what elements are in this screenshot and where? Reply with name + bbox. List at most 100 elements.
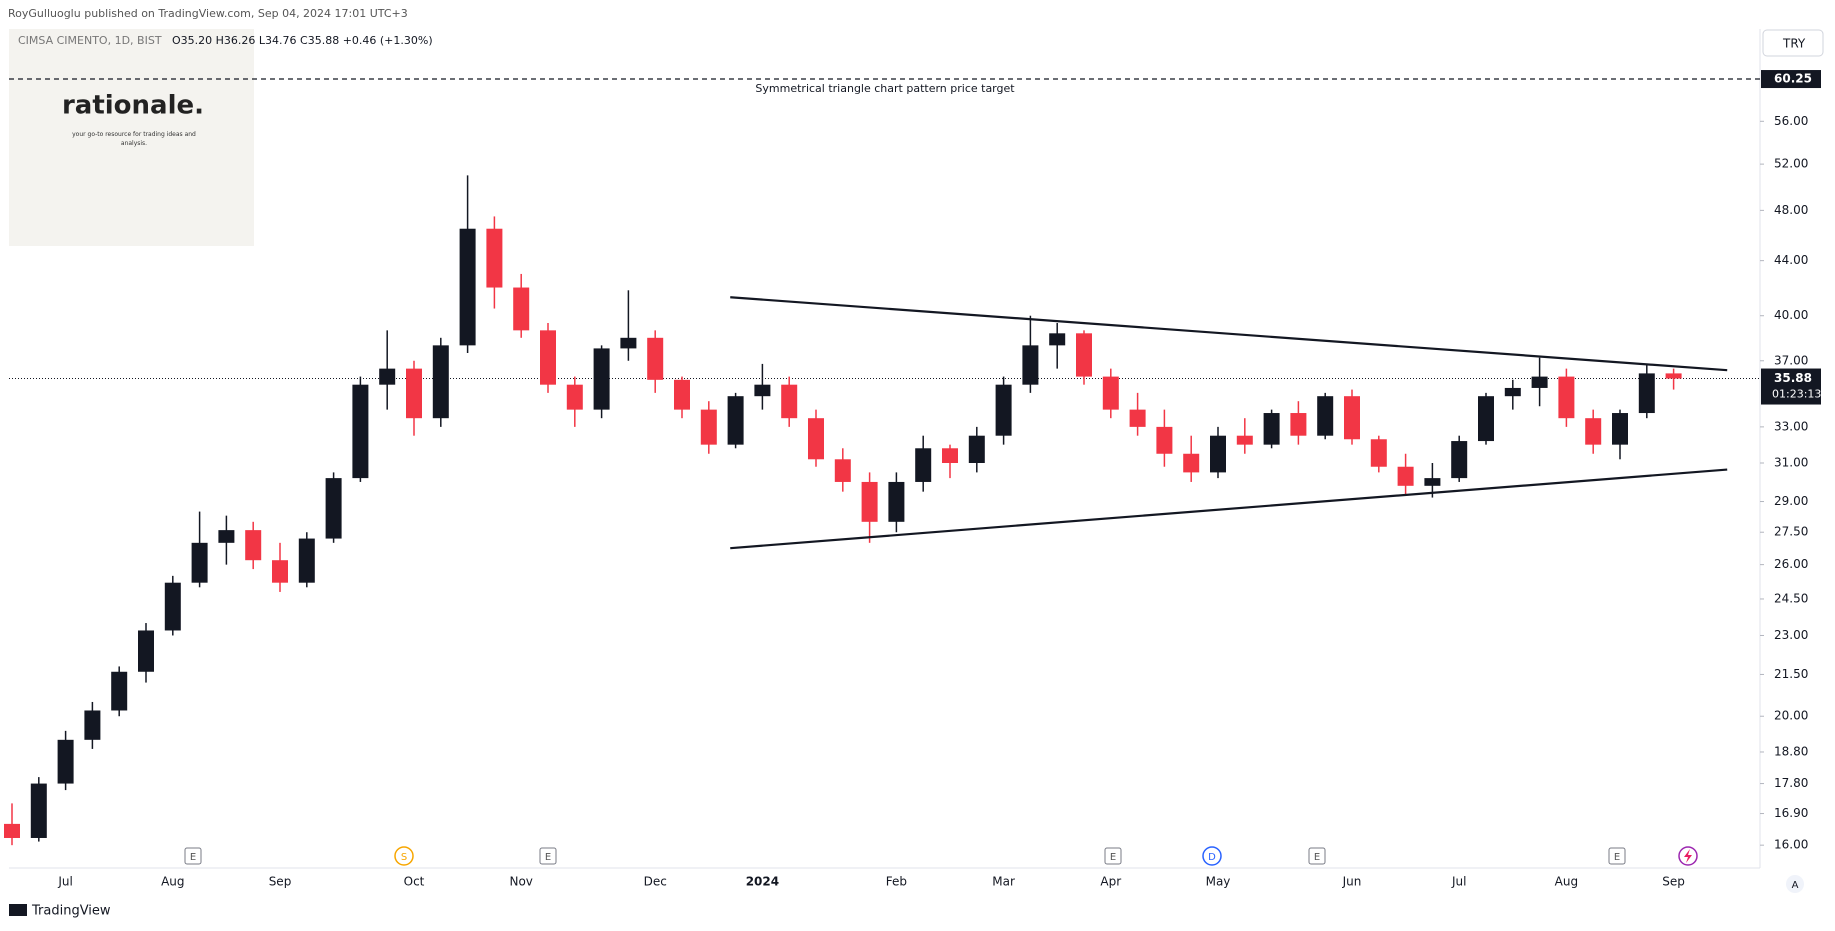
trendline bbox=[730, 468, 1728, 550]
candle-body bbox=[620, 337, 637, 349]
candle-body bbox=[84, 710, 101, 740]
candle-body bbox=[700, 409, 717, 445]
y-tick-label: 31.00 bbox=[1774, 456, 1808, 470]
candle-body bbox=[1558, 376, 1575, 419]
candle-body bbox=[218, 530, 235, 543]
event-label: E bbox=[545, 852, 551, 863]
event-icon bbox=[1308, 847, 1326, 865]
y-tick-label: 18.80 bbox=[1774, 744, 1808, 758]
event-marker: D bbox=[1202, 846, 1222, 866]
event-label: E bbox=[190, 852, 196, 863]
y-tick-label: 17.80 bbox=[1774, 776, 1808, 790]
candle-body bbox=[1504, 387, 1521, 397]
scale-button[interactable] bbox=[1786, 875, 1804, 893]
event-marker: E bbox=[539, 847, 557, 865]
candle-body bbox=[968, 435, 985, 464]
x-tick-label: Jul bbox=[57, 875, 72, 889]
publisher: RoyGulluoglu published on TradingView.co… bbox=[8, 7, 408, 20]
event-icon bbox=[1104, 847, 1122, 865]
candle-body bbox=[1424, 478, 1441, 486]
candle-body bbox=[164, 582, 181, 631]
logo-box bbox=[9, 29, 254, 246]
candle-body bbox=[30, 783, 47, 838]
x-tick-label: Apr bbox=[1100, 875, 1121, 889]
x-tick-label: Feb bbox=[886, 875, 907, 889]
x-tick-label: Sep bbox=[269, 875, 292, 889]
candle-body bbox=[352, 384, 369, 479]
candle-body bbox=[1585, 418, 1602, 445]
logo-name: rationale. bbox=[62, 91, 204, 121]
y-tick-label: 26.00 bbox=[1774, 557, 1808, 571]
x-tick-label: Mar bbox=[992, 875, 1015, 889]
event-marker: E bbox=[1104, 847, 1122, 865]
candle-body bbox=[1022, 345, 1039, 385]
event-marker: E bbox=[184, 847, 202, 865]
candle-body bbox=[1317, 396, 1334, 436]
y-tick-label: 24.50 bbox=[1774, 591, 1808, 605]
candle-body bbox=[1665, 373, 1682, 379]
y-tick-label: 23.00 bbox=[1774, 628, 1808, 642]
event-label: E bbox=[1314, 852, 1320, 863]
event-icon bbox=[1202, 846, 1222, 866]
candle-body bbox=[1102, 376, 1119, 410]
currency[interactable]: TRY bbox=[1782, 37, 1806, 51]
logo-tagline: your go-to resource for trading ideas an… bbox=[72, 131, 196, 147]
event-label: E bbox=[1110, 852, 1116, 863]
candle-body bbox=[566, 384, 583, 410]
candle-body bbox=[432, 345, 449, 419]
y-tick-label: 29.00 bbox=[1774, 494, 1808, 508]
candle-body bbox=[1478, 396, 1494, 442]
x-tick-label: Aug bbox=[161, 875, 184, 889]
candle-body bbox=[459, 228, 476, 346]
candle-body bbox=[138, 630, 154, 672]
event-marker: S bbox=[394, 846, 414, 866]
currency-box[interactable] bbox=[1762, 29, 1824, 57]
last-price-label: 35.88 bbox=[1774, 371, 1812, 385]
y-tick-label: 16.90 bbox=[1774, 806, 1808, 820]
candle-body bbox=[245, 530, 262, 561]
candle-body bbox=[1129, 409, 1146, 427]
candle-body bbox=[1263, 413, 1280, 445]
candle-body bbox=[1076, 333, 1092, 377]
x-tick-label: 2024 bbox=[746, 875, 779, 889]
candle-body bbox=[57, 739, 74, 784]
candle-body bbox=[861, 481, 878, 522]
scale-button-label[interactable]: A bbox=[1792, 880, 1799, 891]
x-tick-label: Nov bbox=[509, 875, 532, 889]
candle-body bbox=[781, 384, 798, 419]
event-icon bbox=[394, 846, 414, 866]
candle-body bbox=[593, 348, 610, 410]
candle-body bbox=[1370, 439, 1387, 467]
x-tick-label: May bbox=[1206, 875, 1231, 889]
target-tag bbox=[1761, 70, 1821, 89]
symbol: CIMSA CIMENTO, 1D, BIST bbox=[18, 34, 162, 47]
event-marker: E bbox=[1308, 847, 1326, 865]
candle-body bbox=[915, 448, 932, 482]
x-tick-label: Jun bbox=[1342, 875, 1362, 889]
candle-body bbox=[674, 379, 690, 410]
candle-body bbox=[298, 538, 315, 583]
event-icon bbox=[184, 847, 202, 865]
candle-body bbox=[1049, 333, 1066, 346]
last-price-tag bbox=[1761, 368, 1821, 405]
y-tick-label: 33.00 bbox=[1774, 419, 1808, 433]
y-tick-label: 56.00 bbox=[1774, 114, 1808, 128]
event-label: S bbox=[401, 852, 407, 863]
candle-body bbox=[1638, 373, 1655, 414]
event-marker: E bbox=[1608, 847, 1626, 865]
x-tick-label: Sep bbox=[1662, 875, 1685, 889]
target-tag-label: 60.25 bbox=[1774, 72, 1812, 86]
x-tick-label: Oct bbox=[404, 875, 425, 889]
x-tick-label: Aug bbox=[1555, 875, 1578, 889]
candle-body bbox=[1156, 426, 1173, 454]
event-icon bbox=[1608, 847, 1626, 865]
candle-body bbox=[754, 384, 771, 397]
candle-body bbox=[834, 459, 851, 482]
candle-body bbox=[486, 228, 503, 288]
candle-body bbox=[888, 481, 905, 522]
y-tick-label: 37.00 bbox=[1774, 353, 1808, 367]
candle-body bbox=[272, 560, 288, 583]
candle-body bbox=[1344, 396, 1360, 440]
